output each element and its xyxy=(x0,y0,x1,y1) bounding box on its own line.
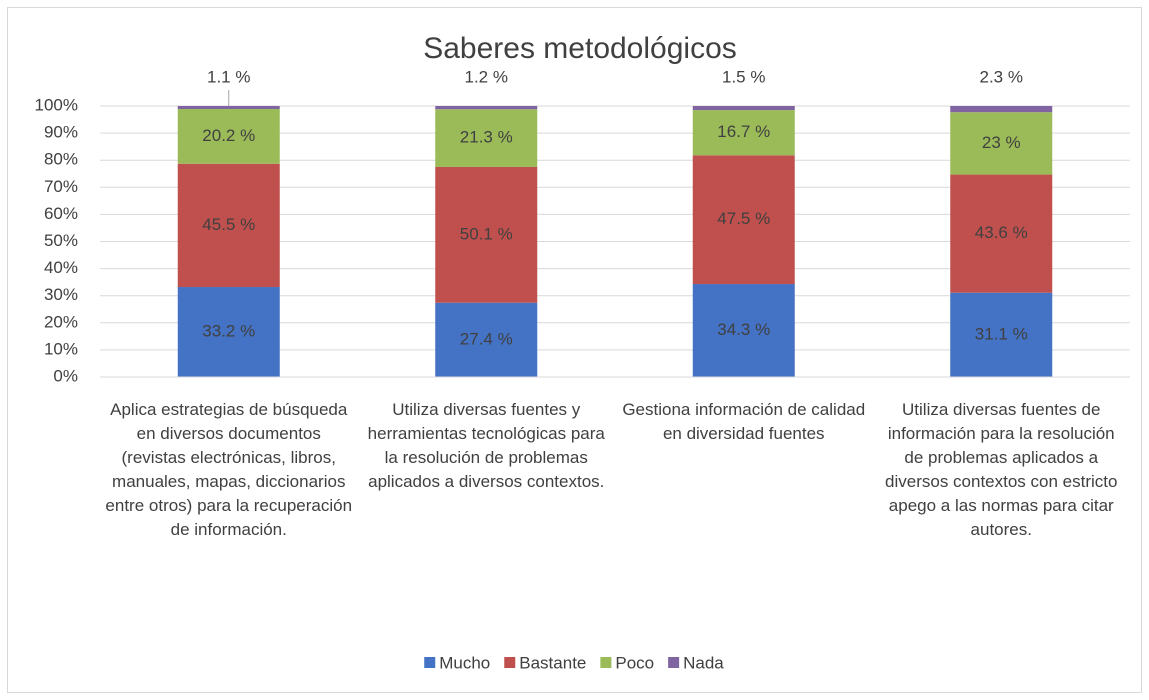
data-label: 34.3 % xyxy=(717,320,770,339)
bar-segment xyxy=(950,292,1053,377)
bar-segment xyxy=(177,108,280,164)
data-label: 1.1 % xyxy=(207,67,250,86)
chart-title: Saberes metodológicos xyxy=(423,32,737,65)
x-tick-label: Aplica estrategias de búsqueda en divers… xyxy=(105,400,353,539)
bar-segment xyxy=(177,163,280,288)
data-label: 1.2 % xyxy=(465,67,508,86)
y-tick-label: 50% xyxy=(44,231,78,250)
bar-segment xyxy=(435,109,538,167)
legend-label: Bastante xyxy=(519,653,586,672)
x-tick-label: Utiliza diversas fuentes de información … xyxy=(885,400,1118,539)
data-label: 21.3 % xyxy=(460,128,513,147)
legend-label: Poco xyxy=(615,653,654,672)
bar-segment xyxy=(950,106,1053,113)
bar-segment xyxy=(692,110,795,156)
y-tick-label: 30% xyxy=(44,285,78,304)
data-label: 33.2 % xyxy=(202,321,255,340)
bar-segment xyxy=(435,302,538,377)
data-label: 47.5 % xyxy=(717,209,770,228)
data-label: 50.1 % xyxy=(460,224,513,243)
legend-swatch xyxy=(504,657,516,668)
y-tick-label: 80% xyxy=(44,150,78,169)
y-tick-label: 70% xyxy=(44,177,78,196)
bar-segment xyxy=(950,112,1053,175)
data-label: 1.5 % xyxy=(722,67,765,86)
legend-swatch xyxy=(600,657,612,668)
bar-segment xyxy=(435,166,538,303)
data-label: 23 % xyxy=(982,133,1021,152)
y-tick-label: 10% xyxy=(44,339,78,358)
legend-swatch xyxy=(668,657,680,668)
bar-segment xyxy=(177,106,280,109)
y-tick-label: 20% xyxy=(44,312,78,331)
data-label: 27.4 % xyxy=(460,329,513,348)
legend-swatch xyxy=(424,657,436,668)
data-label: 20.2 % xyxy=(202,126,255,145)
bar-segment xyxy=(692,106,795,111)
data-label: 16.7 % xyxy=(717,122,770,141)
bar-segment xyxy=(177,287,280,377)
bar-segment xyxy=(692,155,795,285)
x-tick-label: Utiliza diversas fuentes y herramientas … xyxy=(367,400,605,491)
y-tick-label: 0% xyxy=(53,366,78,385)
data-label: 2.3 % xyxy=(980,67,1023,86)
x-tick-label: Gestiona información de calidad en diver… xyxy=(622,400,866,443)
y-tick-label: 90% xyxy=(44,123,78,142)
data-label: 45.5 % xyxy=(202,215,255,234)
bar-segment xyxy=(692,284,795,377)
y-tick-label: 40% xyxy=(44,258,78,277)
y-tick-label: 60% xyxy=(44,204,78,223)
legend-label: Nada xyxy=(683,653,724,672)
legend-label: Mucho xyxy=(439,653,490,672)
y-tick-label: 100% xyxy=(35,95,78,114)
bar-segment xyxy=(950,174,1053,293)
data-label: 31.1 % xyxy=(975,324,1028,343)
bar-segment xyxy=(435,106,538,110)
data-label: 43.6 % xyxy=(975,223,1028,242)
